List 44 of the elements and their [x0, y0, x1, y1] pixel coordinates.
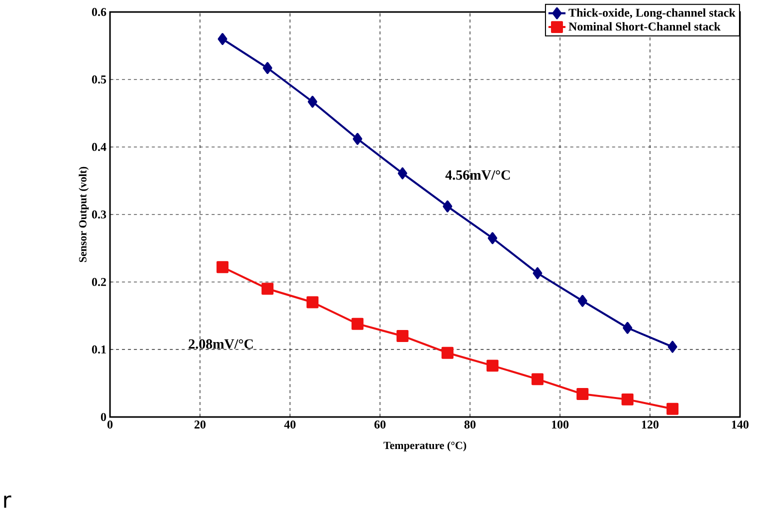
point: [666, 402, 678, 415]
annotation: 2.08mV/°C: [188, 339, 253, 349]
point: [308, 96, 318, 108]
point: [352, 318, 364, 330]
point: [262, 62, 272, 74]
x-tick-label: 60: [374, 420, 386, 429]
x-tick-label: 0: [107, 420, 113, 429]
point: [398, 167, 408, 180]
point: [442, 200, 452, 212]
point: [352, 132, 362, 145]
point: [442, 346, 454, 359]
legend-label: Thick-oxide, Long-channel stack: [568, 8, 736, 20]
point: [488, 232, 498, 244]
point: [218, 33, 228, 45]
point: [532, 267, 542, 280]
point: [396, 330, 408, 342]
point: [486, 360, 498, 372]
x-tick-label: 140: [732, 420, 749, 429]
y-tick-label: 0.6: [92, 8, 106, 16]
y-tick-label: 0: [100, 412, 106, 422]
point: [668, 340, 678, 353]
text: r: [4, 496, 12, 508]
point: [576, 388, 588, 400]
x-tick-label: 40: [284, 420, 296, 429]
point: [622, 322, 632, 334]
y-tick-label: 0.2: [92, 278, 106, 286]
x-tick-label: 100: [552, 420, 569, 429]
x-tick-label: 120: [642, 420, 659, 429]
y-tick-label: 0.1: [92, 345, 106, 354]
x-tick-label: 80: [464, 420, 476, 429]
x-tick-label: 20: [194, 420, 206, 429]
y-tick-label: 0.3: [92, 210, 106, 219]
point: [216, 261, 228, 274]
y-tick-label: 0.4: [92, 142, 106, 152]
y-axis-title: Sensor Output (volt): [78, 166, 89, 262]
point: [622, 393, 634, 406]
point: [578, 294, 588, 307]
point: [262, 282, 274, 295]
y-tick-label: 0.5: [92, 75, 106, 84]
point: [532, 373, 544, 386]
annotation: 4.56mV/°C: [445, 170, 510, 180]
point: [306, 296, 318, 308]
x-axis-title: Temperature (°C): [384, 441, 466, 452]
legend-label: Nominal Short-Channel stack: [568, 22, 721, 31]
